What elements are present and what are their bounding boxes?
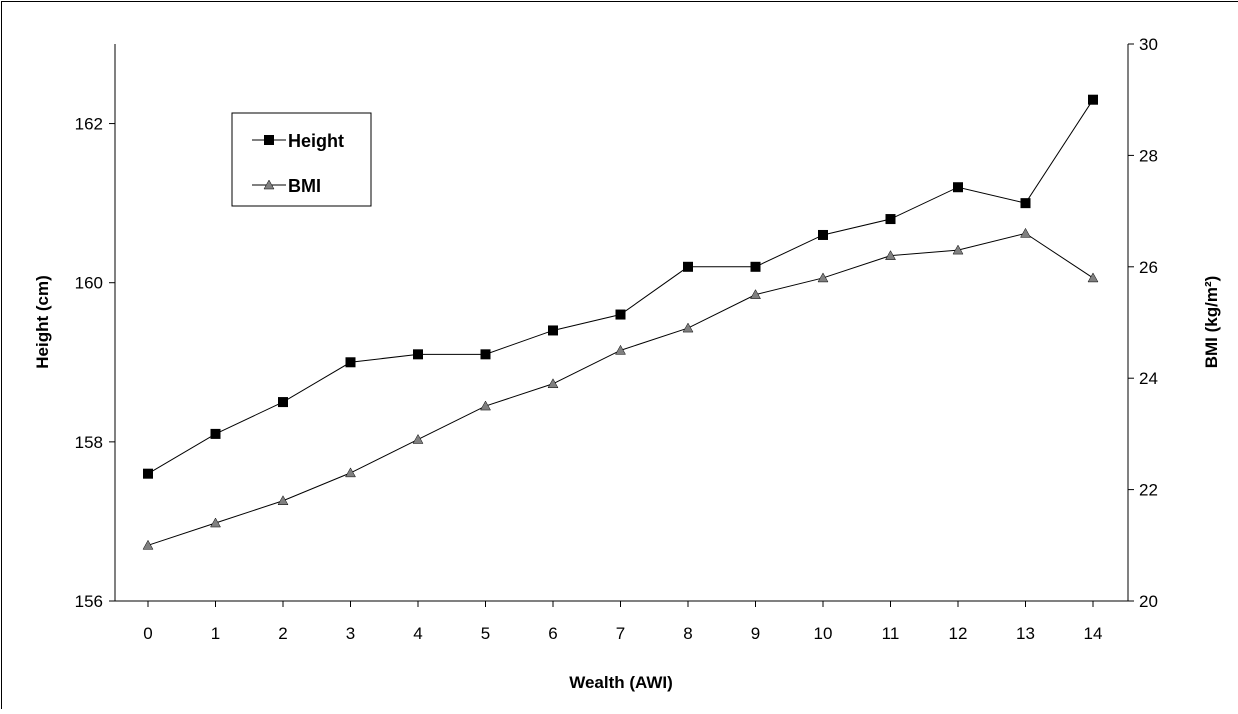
- x-axis-title: Wealth (AWI): [569, 673, 673, 692]
- height-data-point: [481, 349, 491, 359]
- right-y-tick-label: 28: [1139, 146, 1158, 165]
- right-y-tick-label: 24: [1139, 369, 1158, 388]
- legend-bmi-label: BMI: [288, 176, 321, 196]
- bmi-data-point: [548, 379, 558, 388]
- bmi-data-point: [1088, 273, 1098, 282]
- height-data-point: [211, 429, 221, 439]
- height-data-point: [346, 357, 356, 367]
- height-data-point: [751, 262, 761, 272]
- x-tick-label: 12: [949, 624, 968, 643]
- x-tick-label: 14: [1084, 624, 1103, 643]
- x-tick-label: 0: [143, 624, 152, 643]
- x-tick-label: 5: [481, 624, 490, 643]
- height-data-point: [548, 325, 558, 335]
- x-tick-label: 9: [751, 624, 760, 643]
- left-y-tick-label: 158: [75, 433, 103, 452]
- bmi-data-point: [818, 273, 828, 282]
- height-data-point: [953, 182, 963, 192]
- bmi-series-line: [148, 233, 1093, 545]
- x-tick-label: 10: [814, 624, 833, 643]
- x-tick-label: 4: [413, 624, 422, 643]
- height-data-point: [683, 262, 693, 272]
- height-data-point: [413, 349, 423, 359]
- bmi-data-point: [346, 468, 356, 477]
- bmi-data-point: [143, 540, 153, 549]
- height-data-point: [818, 230, 828, 240]
- left-y-axis-title: Height (cm): [33, 275, 52, 369]
- x-tick-label: 13: [1016, 624, 1035, 643]
- bmi-data-point: [1021, 228, 1031, 237]
- x-tick-label: 8: [683, 624, 692, 643]
- x-tick-label: 7: [616, 624, 625, 643]
- right-y-tick-label: 26: [1139, 258, 1158, 277]
- x-tick-label: 6: [548, 624, 557, 643]
- height-data-point: [1088, 95, 1098, 105]
- x-tick-label: 1: [211, 624, 220, 643]
- left-y-tick-label: 162: [75, 115, 103, 134]
- left-y-tick-label: 156: [75, 592, 103, 611]
- right-y-axis-title: BMI (kg/m²): [1202, 276, 1221, 369]
- bmi-data-point: [413, 434, 423, 443]
- height-data-point: [143, 469, 153, 479]
- right-y-tick-label: 20: [1139, 592, 1158, 611]
- bmi-data-point: [683, 323, 693, 332]
- legend: Height BMI: [232, 113, 371, 206]
- right-y-tick-label: 22: [1139, 481, 1158, 500]
- x-tick-label: 3: [346, 624, 355, 643]
- bmi-data-point: [211, 518, 221, 527]
- x-tick-label: 11: [882, 624, 900, 643]
- height-data-point: [1021, 198, 1031, 208]
- legend-height-square-marker: [264, 135, 274, 145]
- bmi-data-point: [616, 345, 626, 354]
- left-y-tick-label: 160: [75, 274, 103, 293]
- height-data-point: [616, 310, 626, 320]
- bmi-data-point: [278, 496, 288, 505]
- bmi-data-point: [481, 401, 491, 410]
- x-tick-label: 2: [278, 624, 287, 643]
- legend-height-label: Height: [288, 131, 344, 151]
- height-data-point: [278, 397, 288, 407]
- height-data-point: [886, 214, 896, 224]
- right-y-tick-label: 30: [1139, 35, 1158, 54]
